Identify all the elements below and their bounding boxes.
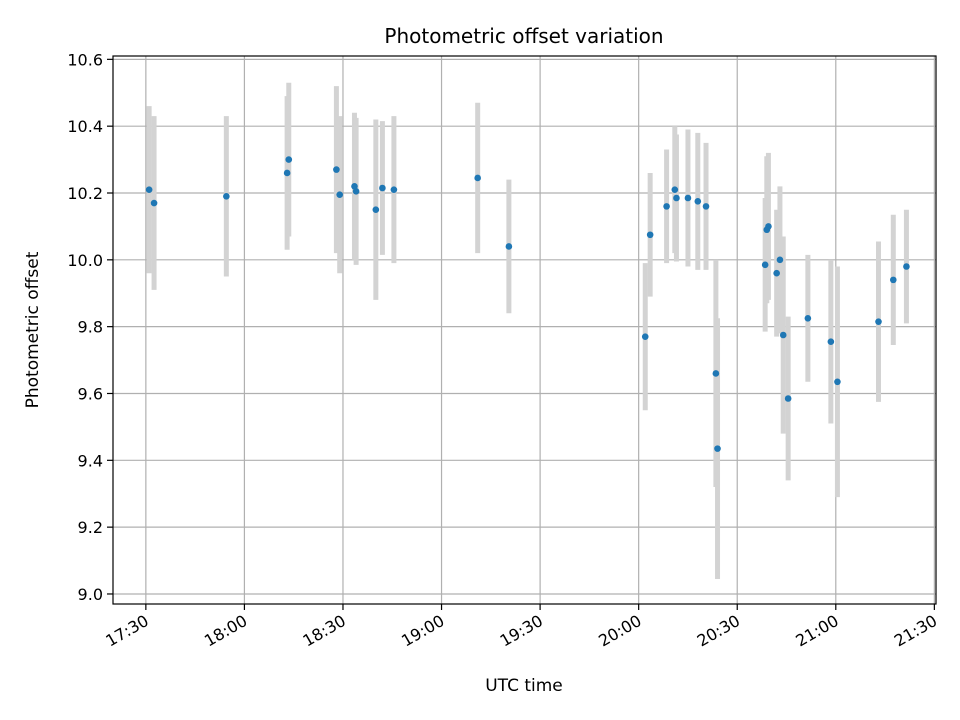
y-axis-label: Photometric offset — [23, 251, 43, 408]
data-point — [663, 203, 670, 210]
x-axis-label: UTC time — [485, 676, 563, 696]
data-point — [903, 263, 910, 270]
data-point — [671, 186, 679, 193]
data-point — [827, 338, 835, 345]
data-point — [804, 315, 812, 322]
y-axis-ticks: 9.0 9.2 9.4 9.6 9.8 10.0 10.2 10.4 10.6 — [67, 50, 113, 604]
data-point — [351, 183, 358, 190]
data-point — [712, 370, 720, 377]
data-point — [714, 445, 721, 452]
data-point — [641, 333, 649, 340]
data-point — [889, 276, 897, 284]
y-tick-label: 9.6 — [78, 384, 103, 403]
y-tick-label: 9.4 — [78, 451, 103, 470]
chart-title: Photometric offset variation — [384, 24, 663, 48]
data-points — [145, 156, 910, 452]
data-point — [474, 174, 481, 182]
data-point — [379, 184, 386, 192]
data-point — [333, 166, 340, 173]
data-point — [646, 231, 654, 239]
data-point — [784, 395, 792, 402]
data-point — [336, 191, 343, 198]
data-point — [834, 378, 841, 386]
data-point — [673, 194, 680, 202]
data-point — [684, 194, 692, 202]
data-point — [773, 269, 780, 277]
plot-frame — [112, 55, 937, 605]
y-tick-label: 10.0 — [67, 251, 103, 270]
data-point — [776, 256, 784, 264]
data-point — [285, 156, 293, 163]
data-point — [283, 169, 291, 177]
y-tick-label: 9.8 — [78, 318, 103, 337]
data-point — [505, 243, 513, 250]
data-point — [779, 331, 787, 339]
data-point — [223, 193, 230, 200]
data-point — [390, 186, 398, 193]
data-point — [694, 198, 702, 205]
data-point — [765, 223, 772, 230]
y-tick-label: 9.2 — [78, 518, 103, 537]
y-tick-label: 10.4 — [67, 117, 103, 136]
y-tick-label: 9.0 — [78, 585, 103, 604]
data-point — [150, 199, 158, 207]
data-point — [352, 188, 360, 195]
data-point — [761, 261, 769, 269]
data-point — [145, 186, 153, 193]
data-point — [372, 206, 380, 214]
y-tick-label: 10.6 — [67, 50, 103, 69]
data-point — [702, 203, 710, 210]
data-point — [875, 318, 882, 325]
grid — [113, 56, 936, 604]
y-tick-label: 10.2 — [67, 184, 103, 203]
